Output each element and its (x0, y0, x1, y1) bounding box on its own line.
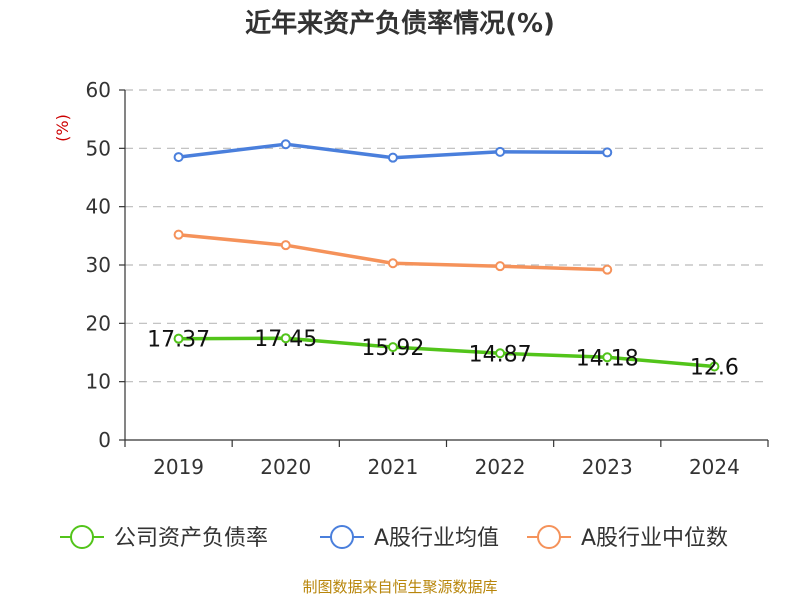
data-label: 14.87 (469, 342, 532, 367)
series-point-1 (280, 139, 291, 150)
axes: 0 10 20 30 40 50 60 2019 2020 2021 2022 2023 2024 (86, 78, 769, 479)
series-point-2 (602, 264, 613, 275)
series-point-2 (173, 229, 184, 240)
y-tick-label: 10 (86, 370, 111, 394)
series-point-1 (387, 152, 398, 163)
legend[interactable]: 公司资产负债率 A股行业均值 A股行业中位数 (60, 525, 728, 551)
series-point-1 (173, 152, 184, 163)
legend-item-0[interactable]: 公司资产负债率 (60, 525, 268, 551)
x-tick-label: 2020 (260, 455, 311, 479)
source-note: 制图数据来自恒生聚源数据库 (302, 578, 497, 596)
y-tick-label: 40 (86, 195, 111, 219)
x-tick-label: 2021 (367, 455, 418, 479)
legend-label: A股行业中位数 (581, 526, 728, 551)
series-point-0 (602, 352, 613, 363)
series-layer (173, 139, 720, 372)
series-point-0 (280, 333, 291, 344)
y-tick-label: 0 (98, 428, 111, 452)
legend-item-2[interactable]: A股行业中位数 (527, 525, 728, 551)
chart-title: 近年来资产负债率情况(%) (245, 8, 555, 39)
y-tick-label: 50 (86, 136, 111, 160)
y-tick-label: 30 (86, 253, 111, 277)
x-tick-label: 2019 (153, 455, 204, 479)
series-point-2 (387, 258, 398, 269)
y-tick-label: 20 (86, 311, 111, 335)
data-label: 12.6 (690, 356, 739, 381)
x-tick-label: 2022 (475, 455, 526, 479)
legend-swatch-marker (70, 525, 94, 549)
series-point-1 (495, 146, 506, 157)
data-labels: 17.37 17.45 15.92 14.87 14.18 12.6 (147, 327, 739, 380)
legend-label: 公司资产负债率 (114, 526, 268, 551)
data-label: 17.45 (254, 327, 317, 352)
series-line-0 (176, 336, 717, 369)
legend-item-1[interactable]: A股行业均值 (320, 525, 499, 551)
data-label: 15.92 (361, 336, 424, 361)
series-point-1 (602, 147, 613, 158)
series-point-0 (387, 342, 398, 353)
legend-swatch-marker (537, 525, 561, 549)
data-label: 14.18 (576, 346, 639, 371)
y-unit-label: (%) (53, 114, 72, 142)
series-point-0 (495, 348, 506, 359)
series-point-2 (280, 240, 291, 251)
y-tick-label: 60 (86, 78, 111, 102)
series-point-0 (709, 361, 720, 372)
x-tick-label: 2024 (689, 455, 740, 479)
data-label: 17.37 (147, 328, 210, 353)
series-point-2 (495, 261, 506, 272)
legend-swatch-marker (330, 525, 354, 549)
legend-label: A股行业均值 (374, 526, 499, 551)
x-tick-label: 2023 (582, 455, 633, 479)
series-point-0 (173, 333, 184, 344)
grid-lines (125, 89, 768, 383)
